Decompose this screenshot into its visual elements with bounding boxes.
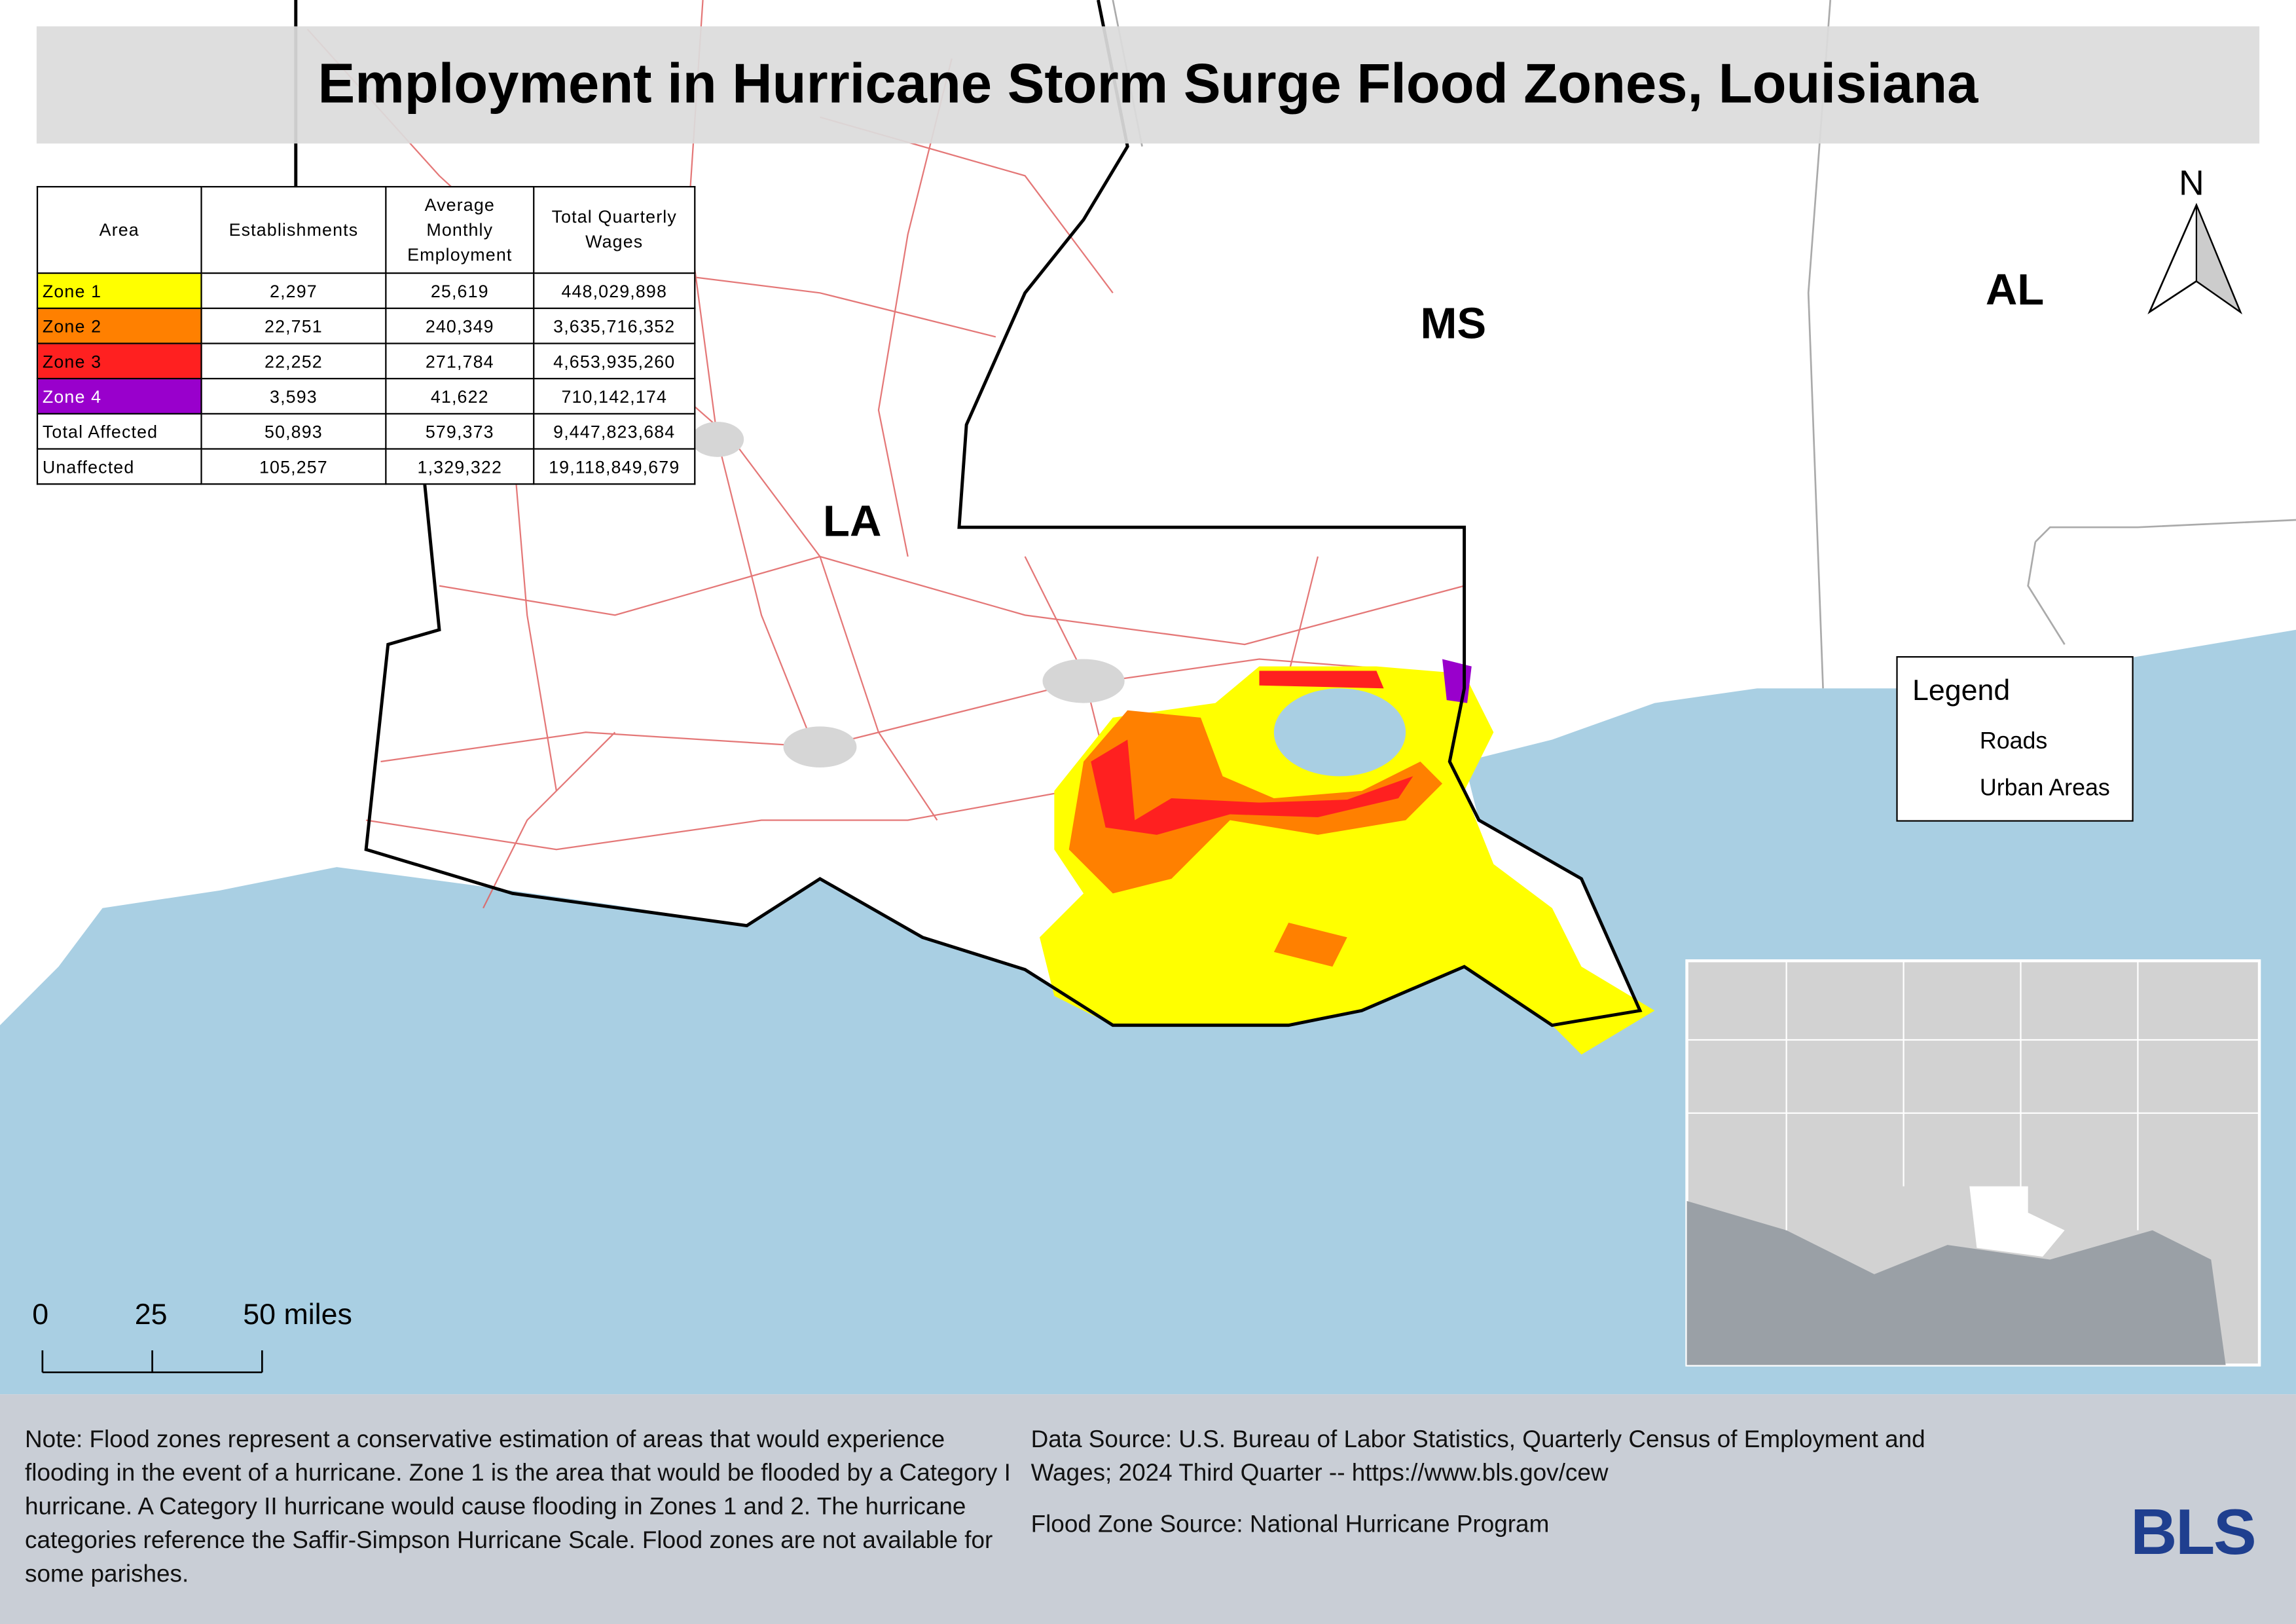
table-cell: 579,373 [385,413,535,450]
flood-zones [1039,659,1655,1055]
table-cell: Total Affected [36,413,202,450]
header-row: Area Establishments Average Monthly Employ… [36,186,696,274]
employment-table: Area Establishments Average Monthly Employ… [36,186,696,485]
flood-zone-source: Flood Zone Source: National Hurricane Pr… [1030,1511,1550,1538]
footer: Note: Flood zones represent a conservati… [0,1394,2296,1624]
legend-item: Roads [1979,729,2048,754]
table-row: Zone 1 2,297 25,619 448,029,898 [36,272,696,309]
table-cell: 3,635,716,352 [533,307,696,344]
table-cell: 1,329,322 [385,448,535,485]
title-bar: Employment in Hurricane Storm Surge Floo… [36,26,2260,144]
column-header: Average Monthly Employment [385,186,535,274]
table-cell: Zone 3 [36,342,202,380]
louisiana-outline [294,0,1643,1027]
table-cell: 50,893 [200,413,387,450]
legend-item: Urban Areas [1979,776,2110,802]
table-cell: 41,622 [385,378,535,415]
table-cell: Unaffected [36,448,202,485]
table-cell: 240,349 [385,307,535,344]
table-cell: Zone 1 [36,272,202,309]
state-label: LA [822,498,882,547]
table-cell: 19,118,849,679 [533,448,696,485]
table-cell: Zone 2 [36,307,202,344]
logo-text: BLS [2130,1496,2256,1569]
table-cell: 22,751 [200,307,387,344]
table-cell: 105,257 [200,448,387,485]
table-cell: 271,784 [385,342,535,380]
table-row: Total Affected 50,893 579,373 9,447,823,684 [36,413,696,450]
scale-label: 50 miles [243,1299,352,1332]
table-cell: 4,653,935,260 [533,342,696,380]
lake [1273,688,1406,777]
column-header: Total Quarterly Wages [533,186,696,274]
scale-bar [41,1350,263,1374]
scale-label: 25 [134,1299,168,1332]
north-label: N [2179,164,2204,204]
legend-title: Legend [1912,675,2011,708]
north-arrow [2147,202,2242,315]
note: Note: Flood zones represent a conservati… [25,1426,1011,1588]
table-cell: Zone 4 [36,378,202,415]
table-row: Zone 2 22,751 240,349 3,635,716,352 [36,307,696,344]
table-cell: 2,297 [200,272,387,309]
column-header: Area [36,186,202,274]
state-label: AL [1985,267,2045,315]
table-cell: 25,619 [385,272,535,309]
table-row: Unaffected 105,257 1,329,322 19,118,849,679 [36,448,696,485]
table-row: Zone 4 3,593 41,622 710,142,174 [36,378,696,415]
table-cell: 3,593 [200,378,387,415]
data-source: Data Source: U.S. Bureau of Labor Statis… [1030,1426,1925,1487]
table-row: Zone 3 22,252 271,784 4,653,935,260 [36,342,696,380]
title: Employment in Hurricane Storm Surge Floo… [318,53,1978,115]
inset-map [1685,959,2261,1367]
table-cell: 22,252 [200,342,387,380]
state-label: MS [1420,300,1487,349]
table-cell: 710,142,174 [533,378,696,415]
legend: Legend Roads Urban Areas [1896,655,2134,822]
scale-label: 0 [32,1299,49,1332]
column-header: Establishments [200,186,387,274]
roads [306,0,1465,997]
table-cell: 448,029,898 [533,272,696,309]
table-cell: 9,447,823,684 [533,413,696,450]
